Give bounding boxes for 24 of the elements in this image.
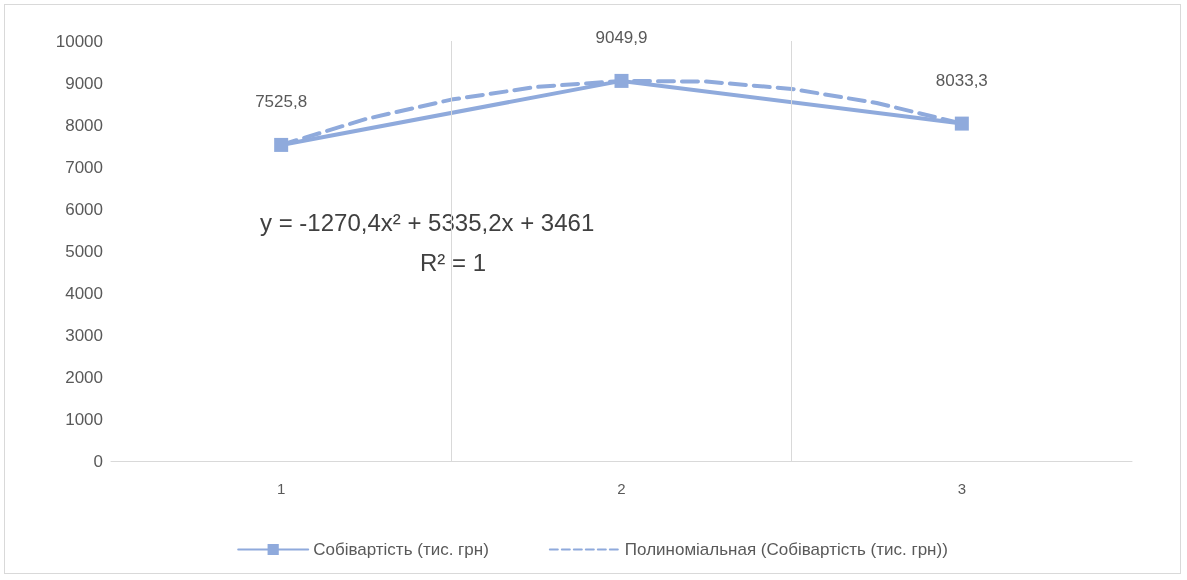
x-tick-label: 3 — [957, 480, 967, 497]
data-label: 7525,8 — [255, 91, 308, 111]
y-tick-label: 8000 — [65, 115, 103, 135]
legend-label: Полиноміальная (Собівартість (тис. грн)) — [624, 540, 948, 559]
annotation: R² = 1 — [420, 248, 487, 276]
y-tick-label: 6000 — [65, 199, 103, 219]
legend-label: Собівартість (тис. грн) — [313, 540, 489, 559]
point — [614, 73, 629, 88]
annotation: y = -1270,4x² + 5335,2x + 3461 — [260, 208, 595, 236]
data-label: 8033,3 — [935, 70, 988, 90]
point — [954, 116, 969, 131]
point — [274, 137, 289, 152]
y-tick-label: 5000 — [65, 241, 103, 261]
y-tick-label: 4000 — [65, 283, 103, 303]
y-tick-label: 9000 — [65, 73, 103, 93]
y-tick-label: 10000 — [55, 31, 103, 51]
y-tick-label: 3000 — [65, 325, 103, 345]
y-tick-label: 7000 — [65, 157, 103, 177]
data-label: 9049,9 — [595, 27, 648, 47]
y-tick-label: 2000 — [65, 367, 103, 387]
x-tick-label: 1 — [276, 480, 286, 497]
y-tick-label: 0 — [93, 451, 103, 471]
y-tick-label: 1000 — [65, 409, 103, 429]
x-tick-label: 2 — [617, 480, 626, 497]
